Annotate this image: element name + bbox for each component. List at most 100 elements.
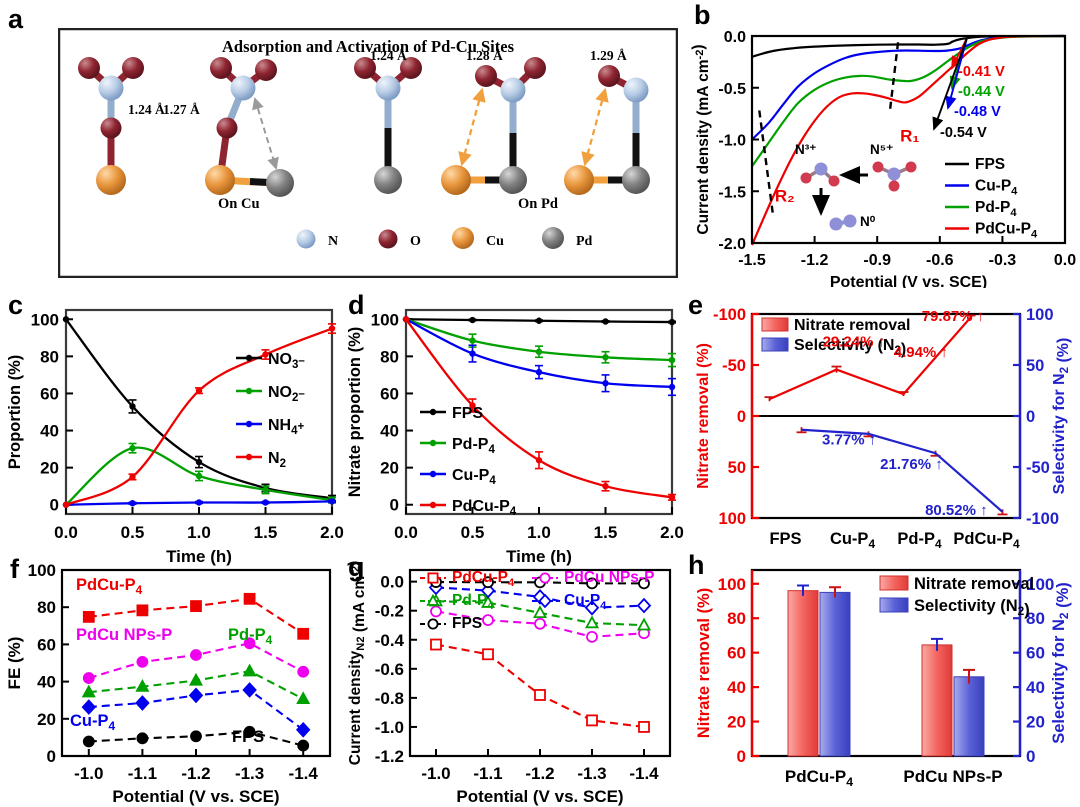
annotation-rm-cu: 29.24% ↑: [823, 334, 886, 351]
data-point: [195, 472, 203, 480]
data-point: [262, 499, 269, 506]
legend-swatch-selectivity: [879, 597, 909, 613]
structure-no3-pdcu-2: [564, 65, 650, 195]
annotation-sel-cu: 3.77% ↑: [822, 432, 876, 449]
legend-marker-3: [429, 501, 437, 509]
y-tick-label: 100: [31, 310, 59, 329]
data-point: [262, 351, 269, 358]
x-tick-label: 0.5: [461, 523, 485, 542]
atom-n: [230, 75, 256, 101]
x-tick-label: -1.2: [525, 764, 554, 783]
legend-label-n: N: [328, 234, 338, 249]
data-point: [469, 337, 476, 344]
left-tick-label: -50: [722, 357, 746, 375]
legend-marker-1: [429, 439, 437, 447]
legend-swatch-pd: [542, 227, 564, 249]
y-tick-label: 60: [40, 384, 59, 403]
annotation-n5plus: N⁵⁺: [870, 142, 893, 157]
data-point: [262, 486, 269, 494]
left-tick-label: 100: [718, 510, 746, 528]
legend-label-2: Pd-P4: [975, 199, 1017, 219]
x-tick-label: 0.0: [1054, 252, 1076, 269]
left-tick-label: 0: [737, 747, 746, 766]
legend-marker-2: [429, 470, 437, 478]
x-tick-label: 1.5: [594, 523, 618, 542]
panel-b-svg: N³⁺ N⁵⁺ N⁰ R₁ R₂ -0.41 V -0.44 V -0.48 V -0.5…: [690, 29, 1076, 288]
panel-a: Adsorption and Activation of Pd-Cu Sites…: [58, 28, 678, 278]
atom-pd: [499, 166, 527, 194]
legend-marker-0: [245, 354, 253, 362]
plot-frame: [64, 308, 334, 516]
legend-label-0: FPS: [452, 405, 483, 422]
x-tick-label: 0.0: [54, 523, 78, 542]
structure-no3-pdcu-1: [441, 57, 546, 195]
x-axis-label: Time (h): [166, 547, 232, 566]
atom-o: [255, 59, 277, 81]
x-tick-label: 2.0: [660, 523, 684, 542]
right-tick-label: 40: [1026, 678, 1045, 697]
r2-divider: [758, 110, 775, 215]
x-tick-label: 1.5: [254, 523, 278, 542]
data-point: [195, 499, 203, 506]
trend-nitrate-removal: [769, 316, 972, 401]
data-point: [328, 325, 336, 332]
legend-label-3: PdCu-P4: [975, 221, 1038, 241]
legend-label-selectivity: Selectivity (N2): [794, 337, 906, 358]
x-tick-label: 0.5: [121, 523, 145, 542]
annotation-n3plus: N³⁺: [795, 142, 816, 157]
atom-o: [122, 57, 144, 79]
data-point: [129, 500, 136, 507]
legend-label-0: PdCu-P4: [452, 569, 515, 589]
panel-d-svg: 0.0 0.5 1.0 1.5 2.0 0 20 40 60 80 100 Time (h) Nitra…: [346, 308, 684, 566]
atom-o: [216, 117, 238, 139]
legend-marker-1: [245, 387, 253, 395]
legend-swatch-o: [378, 229, 398, 249]
x-tick-label: -1.1: [128, 764, 157, 783]
activation-arrow: [458, 87, 486, 167]
left-tick-label: -100: [713, 306, 746, 324]
legend-label-1: Cu-P4: [975, 178, 1018, 198]
right-tick-label: 50: [1026, 357, 1044, 375]
annotation-r2: R₂: [775, 187, 795, 206]
data-point: [535, 348, 543, 355]
panel-e-svg: -100 -50 0 50 100 100 50 0 -50 -100 Nitrate remova…: [695, 306, 1072, 551]
data-point: [129, 403, 136, 410]
activation-arrow: [581, 87, 609, 167]
y-axis-label: Proportion (%): [6, 355, 24, 470]
data-point: [668, 383, 676, 391]
panel-a-legend: N O Cu Pd: [296, 227, 593, 249]
structure-no3-cu-pd: [205, 57, 294, 197]
legend-label-4: FPS: [452, 615, 482, 632]
left-axis-label: Nitrate removal (%): [695, 343, 712, 489]
panel-a-svg: Adsorption and Activation of Pd-Cu Sites…: [58, 28, 678, 278]
bond-length-4: 1.28 Å: [466, 48, 503, 63]
data-point: [668, 494, 676, 501]
panel-c-svg: 0.0 0.5 1.0 1.5 2.0 0 20 40 60 80 100 Time (h) Propo…: [6, 308, 344, 566]
annotation-sel-pdcu: 80.52% ↑: [925, 502, 988, 519]
x-category-label: PdCu-P4: [953, 530, 1020, 551]
data-point: [535, 317, 543, 324]
bond-length-1: 1.24 Å: [128, 102, 165, 117]
y-axis-label: FE (%): [5, 637, 24, 690]
data-point: [62, 316, 70, 323]
structure-no3-on-pd: [354, 57, 422, 194]
x-category-label: FPS: [769, 530, 801, 548]
annotation-r1: R₁: [900, 127, 919, 146]
x-tick-label: -1.2: [181, 764, 210, 783]
inline-label-3: Cu-P4: [70, 712, 116, 733]
data-point: [535, 368, 543, 376]
series-line-0: [435, 643, 645, 728]
x-tick-label: -0.9: [863, 252, 891, 269]
interaction-arrow: [252, 97, 279, 170]
atom-o: [100, 117, 122, 139]
bond-length-5: 1.29 Å: [590, 48, 627, 63]
left-axis-label: Nitrate removal (%): [695, 588, 713, 738]
y-tick-label: -0.5: [718, 81, 746, 98]
onset-arrow-3: [932, 37, 968, 131]
bar-nitrate-removal: [787, 590, 819, 757]
x-tick-label: 0.0: [394, 523, 418, 542]
left-tick-label: 20: [727, 713, 746, 732]
y-tick-label: 100: [371, 310, 399, 329]
y-axis-label: Current densityN2 (mA cm-2): [346, 561, 368, 766]
y-tick-label: -2.0: [718, 236, 746, 253]
